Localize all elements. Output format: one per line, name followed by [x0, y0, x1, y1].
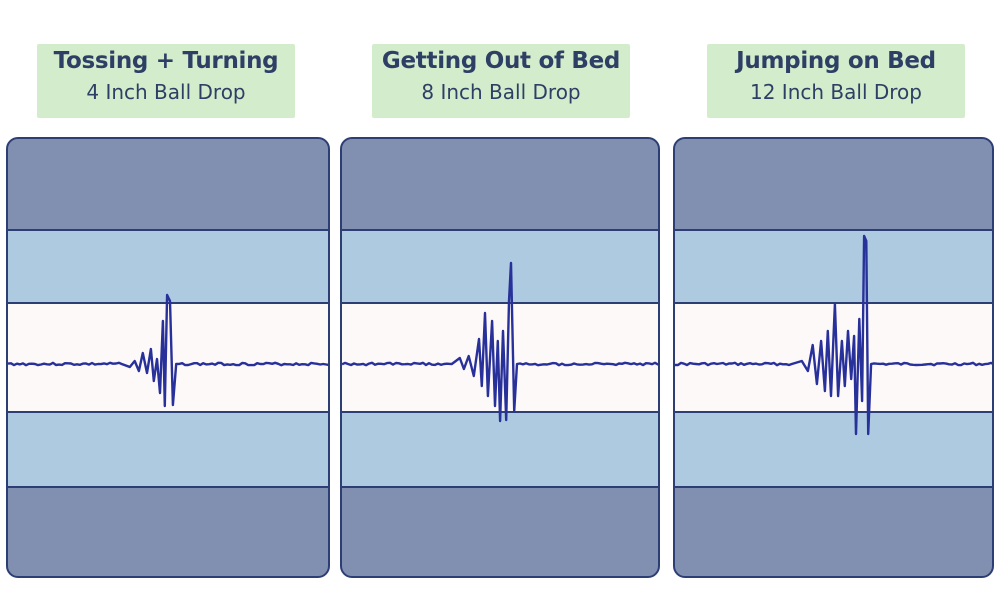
waveform-panel-2 [340, 137, 660, 578]
label-getting-out-of-bed: Getting Out of Bed 8 Inch Ball Drop [372, 44, 630, 118]
label-jumping-on-bed: Jumping on Bed 12 Inch Ball Drop [707, 44, 965, 118]
signal-line [675, 234, 992, 436]
panel-title: Jumping on Bed [736, 48, 936, 74]
mid-band-top [675, 229, 992, 302]
outer-band-bottom [675, 486, 992, 576]
mid-band-top [8, 229, 328, 302]
center-band [8, 302, 328, 411]
outer-band-bottom [8, 486, 328, 576]
signal-line [8, 293, 328, 408]
waveform-chart [8, 293, 328, 408]
label-tossing-turning: Tossing + Turning 4 Inch Ball Drop [37, 44, 295, 118]
panel-title: Getting Out of Bed [381, 48, 621, 74]
panel-subtitle: 8 Inch Ball Drop [421, 80, 581, 104]
mid-band-top [342, 229, 658, 302]
panel-title: Tossing + Turning [53, 48, 279, 74]
signal-line [342, 261, 658, 423]
outer-band-bottom [342, 486, 658, 576]
panel-subtitle: 12 Inch Ball Drop [750, 80, 922, 104]
mid-band-bottom [675, 411, 992, 486]
panel-subtitle: 4 Inch Ball Drop [86, 80, 246, 104]
waveform-chart [675, 234, 992, 436]
waveform-panel-3 [673, 137, 994, 578]
mid-band-bottom [8, 411, 328, 486]
waveform-chart [342, 261, 658, 423]
waveform-panel-1 [6, 137, 330, 578]
